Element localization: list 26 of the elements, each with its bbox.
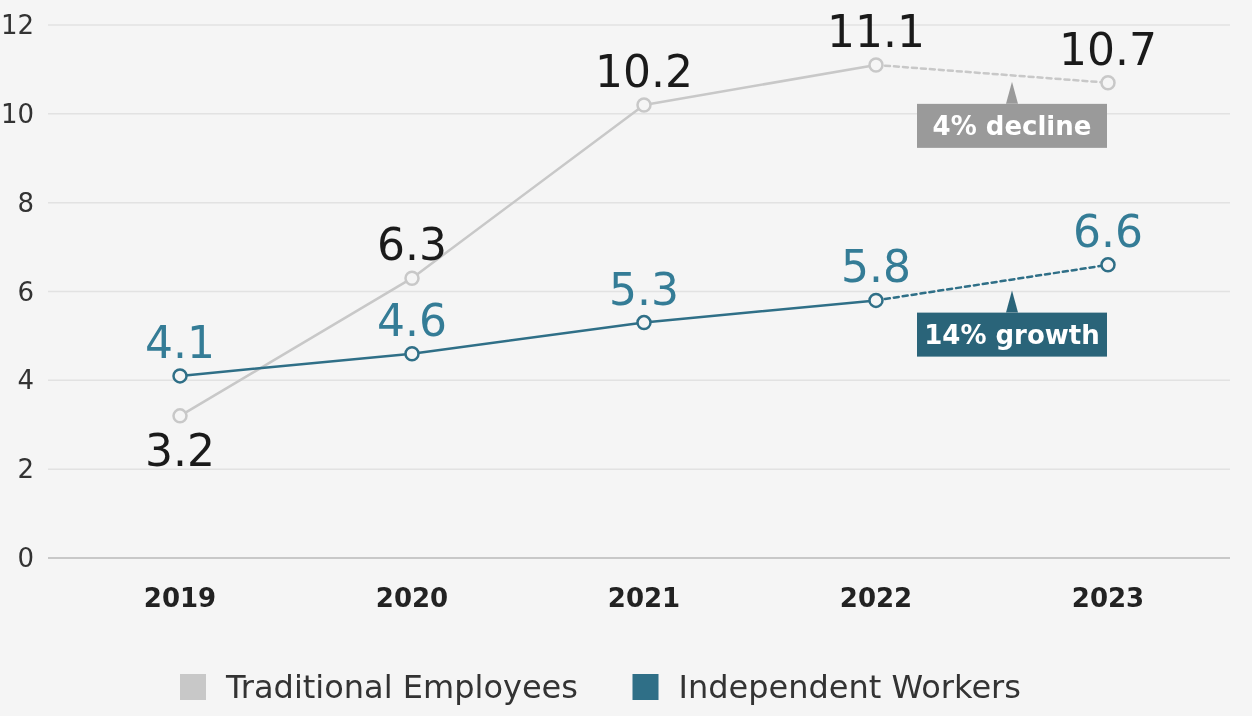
legend-label: Traditional Employees: [225, 668, 578, 706]
y-tick-label: 8: [17, 187, 34, 218]
data-label: 3.2: [145, 424, 215, 476]
data-label: 6.3: [377, 219, 447, 271]
y-tick-label: 4: [17, 365, 34, 396]
x-tick-label: 2023: [1071, 583, 1145, 613]
data-label: 5.8: [841, 241, 911, 293]
data-label: 6.6: [1073, 205, 1143, 257]
y-tick-label: 12: [0, 10, 34, 40]
data-label: 10.2: [595, 45, 693, 97]
y-tick-label: 10: [0, 98, 34, 129]
x-tick-label: 2021: [607, 583, 681, 613]
data-label: 11.1: [827, 5, 925, 57]
data-label: 5.3: [609, 263, 679, 315]
data-label: 4.6: [377, 294, 447, 346]
annotation: 4% decline: [932, 110, 1092, 141]
x-tick-label: 2019: [143, 583, 217, 613]
data-label: 10.7: [1059, 23, 1157, 75]
data-label: 4.1: [145, 316, 215, 368]
x-tick-label: 2020: [375, 583, 449, 613]
annotation: 14% growth: [924, 319, 1100, 350]
y-tick-label: 0: [17, 543, 34, 573]
y-tick-label: 2: [17, 454, 34, 485]
legend-label: Independent Workers: [678, 668, 1021, 706]
x-tick-label: 2022: [839, 583, 913, 613]
y-tick-label: 6: [17, 276, 34, 307]
